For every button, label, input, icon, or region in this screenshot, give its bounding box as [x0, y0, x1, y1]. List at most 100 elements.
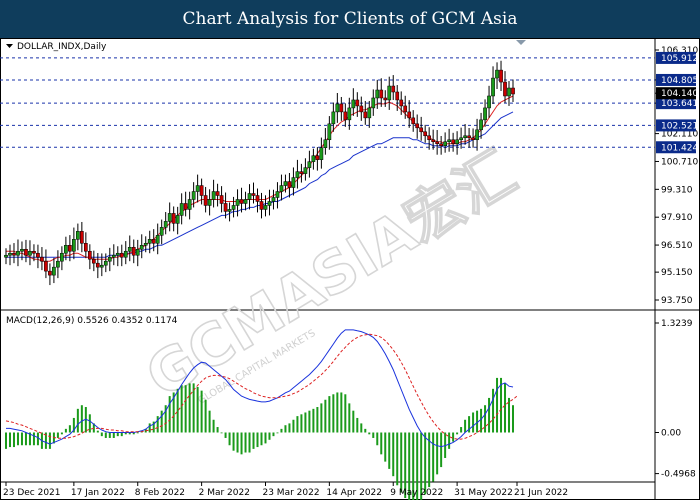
candle-body [287, 181, 292, 188]
candle-body [275, 191, 280, 198]
candle-body [64, 245, 68, 254]
macd-histogram-bar [20, 432, 23, 446]
candle-body [163, 221, 168, 228]
candle-body [8, 252, 12, 256]
macd-histogram-bar [244, 432, 247, 453]
macd-histogram-bar [60, 432, 63, 435]
candle-body [323, 139, 328, 148]
macd-histogram-bar [36, 432, 39, 446]
price-tag-label: 103.641 [661, 99, 698, 109]
time-tick-label: 9 May 2022 [390, 488, 443, 498]
price-tag [656, 51, 696, 64]
macd-panel [5, 329, 518, 500]
macd-histogram-bar [384, 432, 387, 462]
macd-histogram-bar [424, 432, 427, 495]
macd-histogram-bar [348, 403, 351, 433]
macd-histogram-bar [44, 432, 47, 449]
candle-body [487, 95, 491, 109]
candle-body [175, 215, 180, 224]
macd-histogram-bar [420, 432, 423, 500]
candle-body [72, 239, 76, 252]
macd-histogram-bar [312, 408, 315, 433]
candle-body [223, 203, 228, 212]
candle-body [315, 155, 320, 160]
macd-histogram-bar [436, 432, 439, 475]
macd-histogram-bar [152, 421, 155, 433]
shift-marker-icon [516, 40, 526, 45]
macd-histogram-bar [96, 430, 99, 433]
macd-histogram-bar [116, 432, 119, 437]
candle-body [40, 256, 44, 262]
candle-body [295, 171, 300, 178]
candle-body [439, 143, 443, 146]
candle-body [179, 203, 184, 216]
macd-histogram-bar [164, 405, 167, 433]
candle-body [60, 252, 64, 262]
candle-body [399, 99, 404, 107]
candlestick-series [4, 60, 515, 286]
candle-body [307, 161, 312, 168]
macd-histogram-bar [88, 414, 91, 433]
candle-body [231, 205, 236, 210]
price-tag [656, 87, 696, 100]
macd-histogram-bar [428, 432, 431, 488]
macd-histogram-bar [272, 432, 275, 437]
macd-histogram-bar [448, 432, 451, 449]
candle-body [111, 254, 116, 258]
macd-histogram-bar [296, 416, 299, 433]
candle-body [251, 193, 256, 196]
candle-body [407, 111, 412, 119]
macd-histogram-bar [344, 394, 347, 433]
macd-histogram-bar [360, 423, 363, 433]
macd-histogram-bar [56, 432, 59, 438]
candle-body [379, 89, 384, 99]
macd-histogram-bar [184, 385, 187, 433]
macd-tick-label: 1.3239 [661, 319, 693, 329]
macd-histogram-bar [388, 432, 391, 469]
macd-histogram-bar [276, 432, 279, 434]
candle-body [239, 199, 244, 204]
price-tick-label: 100.710 [661, 157, 698, 167]
macd-histogram-bar [12, 432, 15, 448]
candle-body [24, 248, 28, 256]
macd-histogram-bar [72, 417, 75, 433]
time-tick-label: 14 Apr 2022 [326, 488, 382, 498]
candle-body [263, 205, 268, 210]
candle-body [36, 252, 40, 258]
candle-body [335, 103, 340, 113]
candle-body [367, 107, 372, 119]
macd-histogram-bar [340, 392, 343, 433]
candle-body [403, 105, 408, 113]
candle-body [151, 239, 156, 244]
candle-body [191, 191, 196, 200]
candle-body [279, 185, 284, 192]
candle-body [347, 107, 352, 121]
candle-body [131, 247, 136, 256]
macd-histogram-bar [496, 377, 499, 433]
candle-body [283, 181, 288, 186]
candle-body [495, 69, 499, 79]
macd-histogram-bar [28, 432, 31, 446]
macd-histogram-bar [440, 432, 443, 468]
macd-histogram-bar [112, 432, 115, 438]
candle-body [267, 201, 272, 206]
candle-body [207, 199, 212, 206]
time-tick-label: 31 May 2022 [454, 488, 513, 498]
candle-body [511, 87, 515, 95]
macd-histogram-bar [292, 419, 295, 433]
macd-histogram-bar [500, 377, 503, 433]
macd-histogram-bar [364, 428, 367, 433]
candle-body [467, 135, 471, 139]
candle-body [271, 197, 276, 202]
macd-histogram-bar [252, 432, 255, 449]
candle-body [371, 97, 376, 109]
candle-body [199, 185, 204, 196]
dropdown-triangle-icon[interactable] [6, 44, 13, 48]
macd-histogram-bar [308, 410, 311, 433]
candle-body [107, 256, 112, 262]
macd-histogram-bar [104, 432, 107, 438]
candle-body [247, 193, 252, 200]
macd-histogram-bar [124, 432, 127, 435]
macd-histogram-bar [400, 432, 403, 493]
macd-histogram-bar [212, 419, 215, 433]
